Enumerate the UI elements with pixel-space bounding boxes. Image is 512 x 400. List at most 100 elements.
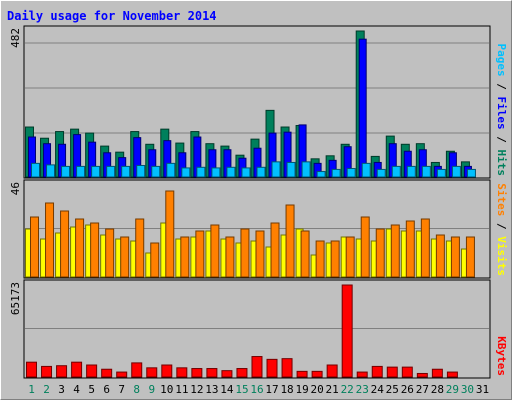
kbytes-bar [116, 371, 128, 378]
pages-bar [226, 166, 236, 178]
chart-title: Daily usage for November 2014 [7, 9, 217, 23]
x-tick-label: 2 [43, 383, 50, 396]
pages-bar [436, 168, 446, 178]
x-tick-label: 13 [205, 383, 218, 396]
pages-bar [361, 162, 371, 178]
kbytes-bar [311, 370, 323, 378]
kbytes-bar [251, 356, 263, 378]
sites-bar [420, 218, 430, 278]
pages-bar [76, 165, 86, 178]
sites-bar [285, 204, 295, 278]
kbytes-bar [56, 365, 68, 378]
kbytes-bar [341, 284, 353, 378]
pages-bar [286, 161, 296, 178]
legend-pages: Pages [495, 44, 508, 77]
right-axis-label: KBytes [495, 336, 508, 376]
label-separator: / [495, 216, 508, 236]
pages-bar [121, 165, 131, 178]
x-tick-label: 31 [476, 383, 489, 396]
x-tick-label: 17 [265, 383, 278, 396]
kbytes-bar [416, 372, 428, 378]
sites-bar [180, 236, 190, 278]
x-tick-label: 24 [371, 383, 385, 396]
kbytes-bar [131, 362, 143, 378]
x-tick-label: 25 [386, 383, 399, 396]
pages-bar [391, 165, 401, 178]
pages-bar [46, 164, 56, 178]
x-tick-label: 11 [175, 383, 188, 396]
sites-bar [465, 236, 475, 278]
sites-bar [270, 222, 280, 278]
x-tick-label: 16 [250, 383, 263, 396]
legend-visits: Visits [495, 236, 508, 276]
legend-hits: Hits [495, 150, 508, 177]
x-tick-label: 26 [401, 383, 414, 396]
kbytes-bar [386, 366, 398, 378]
kbytes-bar [281, 358, 293, 378]
right-axis-label: Sites / Visits [495, 183, 508, 276]
sites-bar [135, 218, 145, 278]
legend-sites: Sites [495, 183, 508, 216]
sites-bar [345, 236, 355, 278]
pages-bar [271, 161, 281, 178]
kbytes-bar [296, 370, 308, 378]
pages-bar [451, 165, 461, 178]
kbytes-bar [446, 371, 458, 378]
sites-bar [150, 242, 160, 278]
pages-bar [331, 168, 341, 178]
sites-bar [450, 236, 460, 278]
kbytes-bar [41, 365, 53, 378]
sites-bar [315, 240, 325, 278]
x-tick-label: 30 [461, 383, 474, 396]
sites-bar [225, 236, 235, 278]
sites-bar [30, 216, 39, 278]
sites-bar [165, 190, 175, 278]
kbytes-bar [71, 361, 83, 378]
pages-bar [61, 165, 71, 178]
sites-bar [240, 228, 250, 278]
sites-bar [75, 218, 85, 278]
pages-bar [91, 165, 101, 178]
x-tick-label: 1 [28, 383, 35, 396]
sites-bar [390, 224, 400, 278]
kbytes-bar [401, 366, 413, 378]
kbytes-bar [236, 368, 248, 378]
sites-bar [435, 234, 445, 278]
sites-bar [120, 236, 130, 278]
x-tick-label: 28 [431, 383, 444, 396]
x-tick-label: 22 [341, 383, 354, 396]
y-max-label: 482 [9, 28, 22, 48]
x-tick-label: 23 [356, 383, 369, 396]
x-tick-label: 21 [326, 383, 339, 396]
kbytes-bar [431, 368, 443, 378]
sites-bar [360, 216, 370, 278]
pages-bar [256, 166, 266, 178]
pages-bar [31, 162, 40, 178]
pages-bar [316, 171, 326, 178]
kbytes-bar [266, 358, 278, 378]
kbytes-bar [206, 368, 218, 378]
x-tick-label: 5 [88, 383, 95, 396]
kbytes-bar [326, 364, 338, 378]
x-tick-label: 8 [133, 383, 140, 396]
sites-bar [210, 224, 220, 278]
pages-bar [346, 168, 356, 178]
files-bar [358, 38, 367, 178]
pages-bar [166, 162, 176, 178]
x-tick-label: 20 [311, 383, 324, 396]
x-tick-label: 12 [190, 383, 203, 396]
sites-bar [195, 230, 205, 278]
pages-bar [241, 167, 251, 178]
x-tick-label: 19 [295, 383, 308, 396]
sites-bar [90, 222, 100, 278]
pages-bar [106, 165, 116, 178]
pages-bar [196, 166, 206, 178]
x-tick-label: 10 [160, 383, 173, 396]
sites-bar [405, 220, 415, 278]
y-max-label: 46 [9, 182, 22, 195]
pages-bar [211, 167, 221, 178]
sites-bar [105, 228, 115, 278]
x-tick-label: 27 [416, 383, 429, 396]
pages-bar [301, 161, 311, 178]
